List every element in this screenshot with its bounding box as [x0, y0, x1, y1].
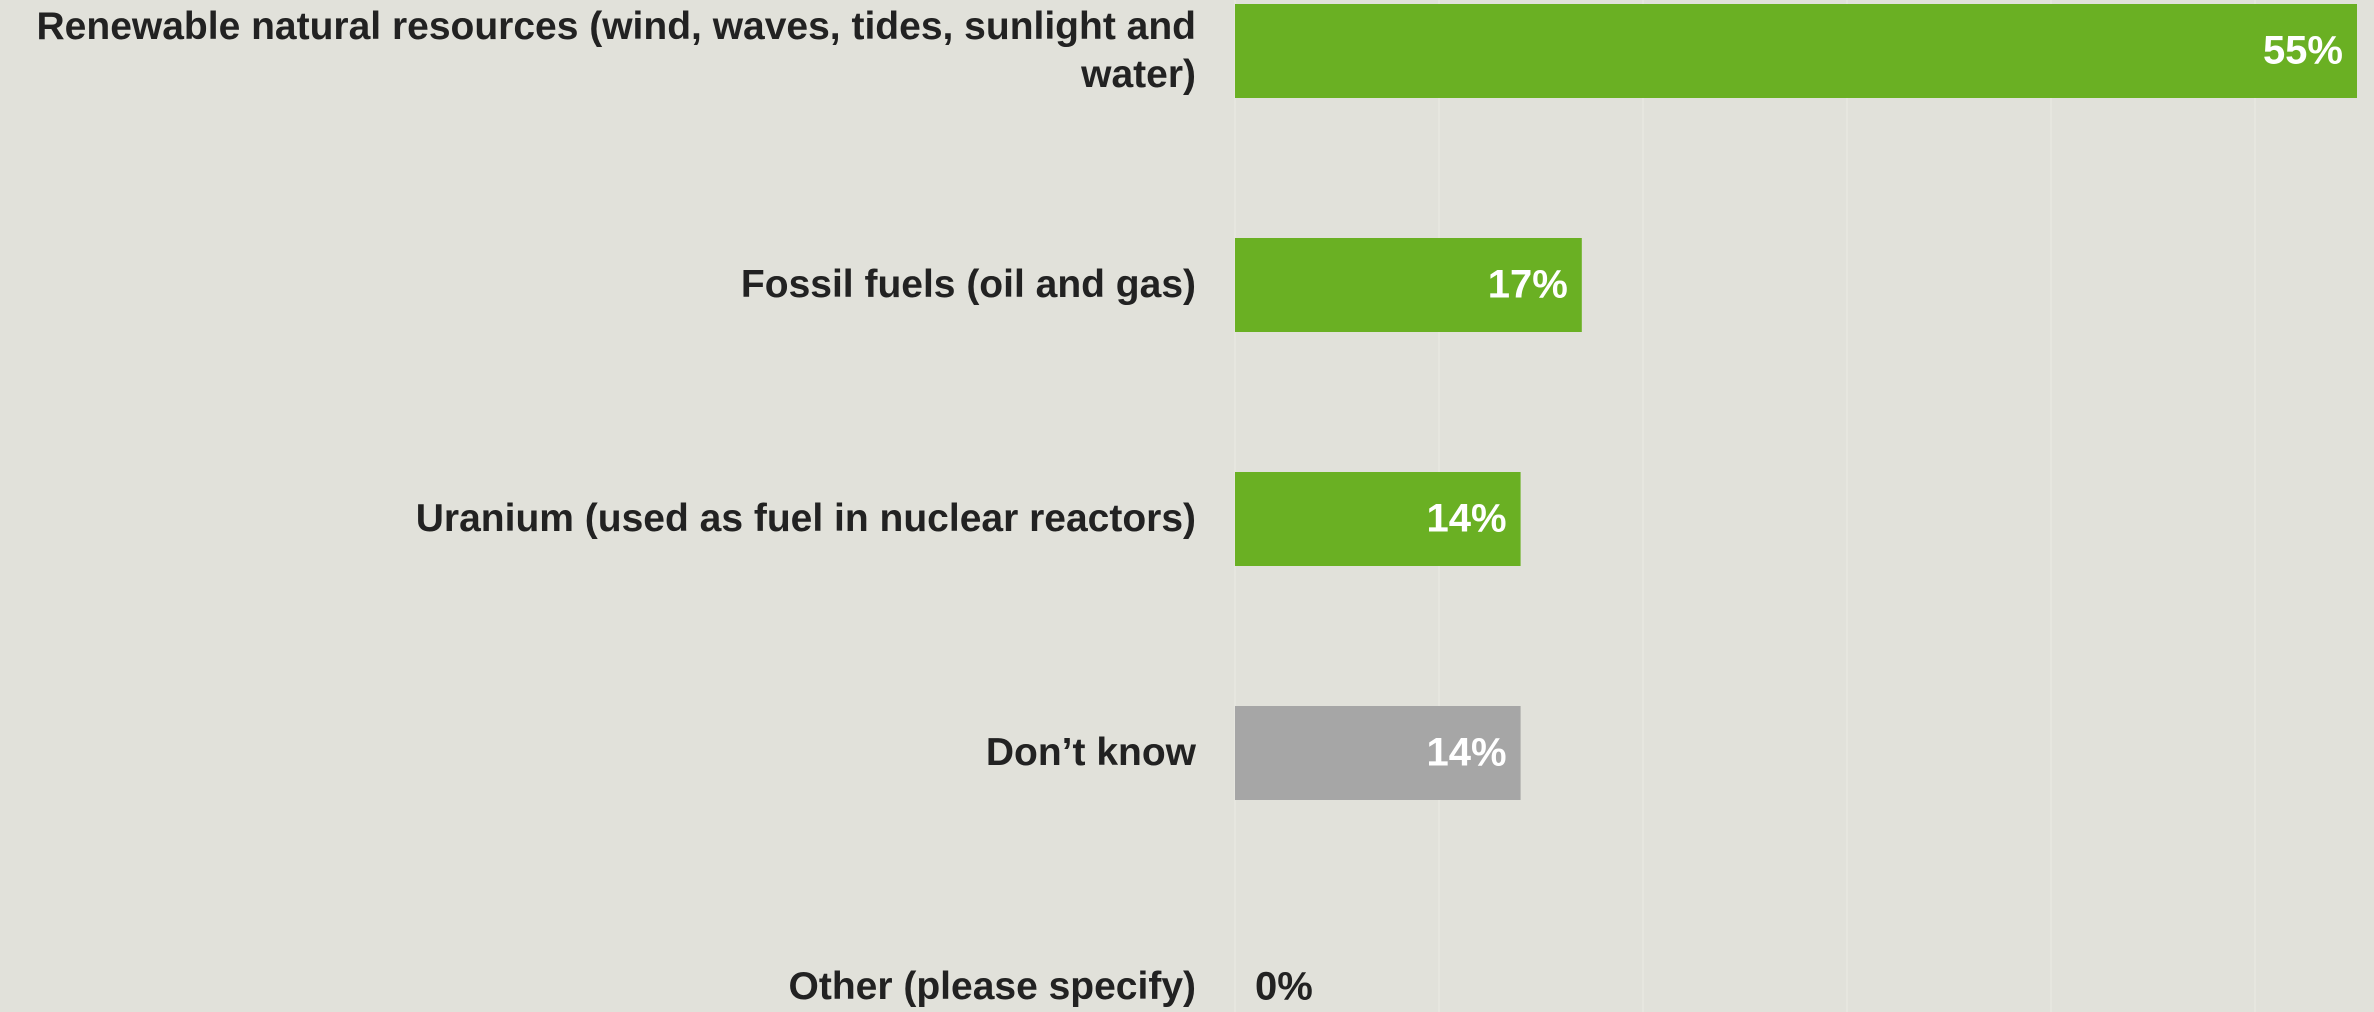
category-label: Don’t know [985, 731, 1196, 774]
value-label: 55% [2263, 29, 2343, 73]
bar [1235, 4, 2357, 98]
bar [1235, 238, 1582, 332]
bar [1235, 472, 1521, 566]
category-label: Fossil fuels (oil and gas) [740, 263, 1196, 306]
value-label: 14% [1427, 731, 1507, 775]
value-label: 14% [1427, 497, 1507, 541]
category-label: Other (please specify) [788, 965, 1196, 1008]
category-label: Renewable natural resources (wind, waves… [36, 5, 1196, 96]
category-label: Uranium (used as fuel in nuclear reactor… [415, 497, 1196, 540]
value-label: 0% [1255, 965, 1313, 1009]
value-label: 17% [1488, 263, 1568, 307]
bar [1235, 706, 1521, 800]
